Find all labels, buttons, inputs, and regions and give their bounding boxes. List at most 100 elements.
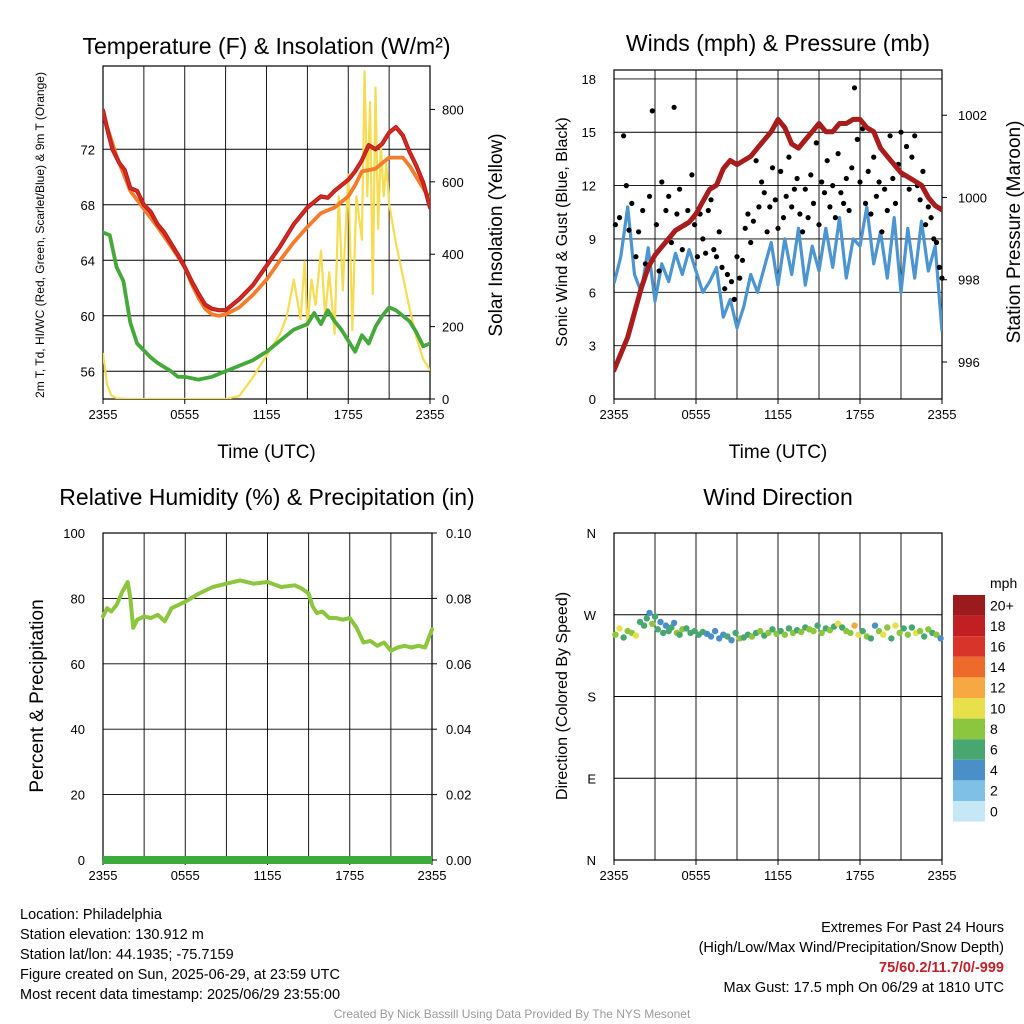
legend-swatch bbox=[953, 759, 985, 781]
direction-point bbox=[921, 633, 928, 640]
series-station-pressure bbox=[614, 116, 942, 373]
winds-y-axis-label: Sonic Wind & Gust (Blue, Black) bbox=[554, 117, 571, 346]
direction-point bbox=[867, 635, 875, 642]
direction-point bbox=[814, 622, 821, 629]
gust-point bbox=[724, 271, 731, 278]
direction-point bbox=[798, 628, 805, 636]
gust-point bbox=[898, 129, 904, 135]
gust-point bbox=[769, 165, 776, 171]
gust-point bbox=[679, 247, 685, 253]
precip-ytick-label: 0.00 bbox=[446, 853, 471, 868]
direction-point bbox=[711, 627, 719, 635]
legend-swatch bbox=[953, 636, 985, 657]
gust-point bbox=[819, 179, 825, 185]
gust-point bbox=[621, 133, 627, 139]
direction-point bbox=[892, 622, 899, 629]
gust-point bbox=[674, 211, 680, 217]
dir-panel-title: Wind Direction bbox=[703, 484, 853, 510]
gust-point bbox=[906, 186, 912, 192]
gust-point bbox=[909, 154, 915, 160]
legend-label: 8 bbox=[990, 721, 998, 737]
temp-y-axis-label: 2m T, Td, HI/WC (Red, Green, Scarlet/Blu… bbox=[33, 72, 47, 398]
gust-point bbox=[731, 296, 737, 302]
direction-point bbox=[707, 633, 715, 640]
gust-point bbox=[933, 239, 940, 246]
gust-point bbox=[821, 190, 828, 196]
precip-ytick-label: 0.10 bbox=[446, 526, 471, 541]
direction-point bbox=[916, 627, 924, 635]
gust-point bbox=[786, 154, 792, 160]
gust-point bbox=[912, 133, 918, 139]
legend-label: 16 bbox=[990, 639, 1006, 655]
gust-point bbox=[612, 222, 619, 228]
gust-point bbox=[700, 236, 706, 242]
gust-point bbox=[745, 211, 751, 217]
gust-point bbox=[838, 190, 844, 196]
direction-point bbox=[785, 625, 793, 632]
dir-xtick-label: 2355 bbox=[928, 868, 957, 883]
solar-ytick-label: 200 bbox=[442, 320, 464, 335]
solar-ytick-label: 0 bbox=[442, 392, 449, 407]
gust-point bbox=[865, 168, 871, 174]
gust-point bbox=[616, 215, 623, 221]
temp-ytick-label: 68 bbox=[81, 198, 95, 213]
rh-xtick-label: 1755 bbox=[335, 868, 364, 883]
gust-point bbox=[753, 158, 759, 164]
gust-point bbox=[772, 197, 778, 203]
direction-point bbox=[748, 633, 756, 640]
gust-point bbox=[824, 158, 830, 164]
gust-point bbox=[851, 85, 858, 91]
extremes-info: Extremes For Past 24 Hours (High/Low/Max… bbox=[699, 918, 1004, 998]
direction-point bbox=[649, 620, 656, 627]
direction-point bbox=[937, 635, 944, 642]
gust-point bbox=[756, 204, 762, 210]
wind-ytick-label: 15 bbox=[582, 125, 596, 140]
dir-y-axis-label: Direction (Colored By Speed) bbox=[554, 592, 571, 800]
gust-point bbox=[832, 215, 839, 221]
direction-point bbox=[851, 622, 858, 629]
legend-swatch bbox=[953, 780, 985, 801]
wind-direction-panel: 2355 0555 1155 1755 2355 N E S W N Wind Direction D… bbox=[554, 484, 1017, 883]
gust-point bbox=[646, 193, 653, 199]
pressure-ytick-label: 996 bbox=[958, 355, 980, 370]
direction-point bbox=[716, 635, 723, 642]
gust-point bbox=[767, 204, 773, 210]
rh-ytick-label: 80 bbox=[71, 591, 85, 606]
gust-point bbox=[816, 222, 822, 228]
direction-point bbox=[888, 635, 895, 642]
gust-point bbox=[802, 186, 808, 192]
gust-point bbox=[636, 229, 642, 235]
wind-xtick-label: 0555 bbox=[682, 407, 711, 422]
rh-y-axis-label: Percent & Precipitation bbox=[27, 599, 48, 792]
legend-swatch bbox=[953, 615, 985, 637]
wind-xtick-label: 2355 bbox=[600, 407, 629, 422]
wind-ytick-label: 0 bbox=[589, 392, 596, 407]
gust-point bbox=[764, 229, 770, 235]
gust-point bbox=[629, 200, 635, 206]
dir-ytick-label: W bbox=[584, 608, 597, 623]
wind-ytick-label: 9 bbox=[589, 232, 596, 247]
gust-point bbox=[862, 200, 869, 206]
gust-point bbox=[797, 211, 803, 217]
dir-xtick-label: 1155 bbox=[764, 868, 792, 883]
dir-ytick-label: N bbox=[587, 526, 596, 541]
legend-label: 0 bbox=[990, 803, 998, 819]
extremes-description: (High/Low/Max Wind/Precipitation/Snow De… bbox=[698, 940, 1004, 956]
gust-point bbox=[659, 179, 665, 185]
direction-point bbox=[612, 631, 619, 638]
gust-point bbox=[761, 190, 767, 196]
direction-point bbox=[777, 627, 784, 635]
gust-point bbox=[677, 186, 683, 192]
credit-text: Created By Nick Bassill Using Data Provi… bbox=[333, 1007, 691, 1021]
gust-point bbox=[649, 108, 655, 114]
gust-point bbox=[871, 154, 877, 160]
legend-label: 12 bbox=[990, 680, 1006, 696]
direction-point bbox=[660, 629, 667, 637]
direction-point bbox=[896, 629, 903, 637]
winds-panel-title: Winds (mph) & Pressure (mb) bbox=[626, 30, 930, 56]
pressure-y-axis-label: Station Pressure (Maroon) bbox=[1004, 121, 1024, 344]
gust-point bbox=[713, 254, 720, 260]
rh-xtick-label: 0555 bbox=[171, 868, 200, 883]
direction-point bbox=[908, 624, 916, 631]
temperature-panel: 2355 0555 1155 1755 2355 56 60 64 68 72 0 200 400 600… bbox=[33, 33, 507, 463]
